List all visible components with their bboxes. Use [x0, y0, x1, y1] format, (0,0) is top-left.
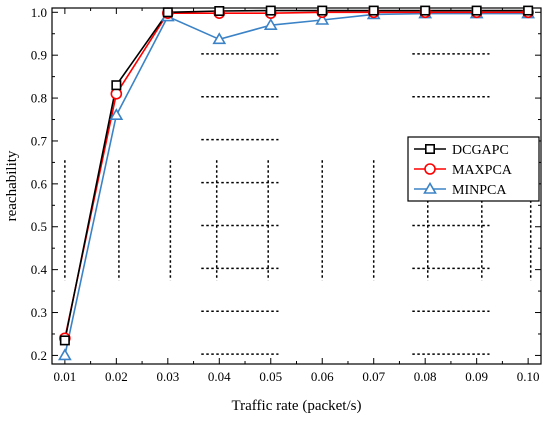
series-line-maxpca — [64, 11, 529, 339]
y-tick-label: 1.0 — [31, 5, 47, 20]
data-point-minpca — [315, 12, 330, 25]
x-tick-label: 0.09 — [465, 369, 488, 384]
x-tick-label: 0.04 — [208, 369, 231, 384]
data-point-dcgapc — [59, 335, 70, 346]
x-tick-label: 0.01 — [53, 369, 76, 384]
x-tick-label: 0.10 — [517, 369, 540, 384]
y-tick-label: 0.8 — [31, 91, 47, 106]
series-line-minpca — [64, 12, 529, 356]
legend-marker-dcgapc — [424, 144, 435, 155]
legend: DCGAPC MAXPCA MINPCA — [407, 136, 540, 202]
dotted-decoration — [64, 53, 532, 355]
data-point-dcgapc — [368, 5, 379, 16]
legend-label-dcgapc: DCGAPC — [452, 143, 509, 158]
y-tick-label: 0.6 — [31, 176, 48, 191]
y-tick-label: 0.4 — [31, 262, 48, 277]
data-point-minpca — [109, 108, 124, 121]
data-point-dcgapc — [162, 7, 173, 18]
x-tick-label: 0.07 — [362, 369, 385, 384]
data-point-dcgapc — [111, 80, 122, 91]
data-point-dcgapc — [317, 5, 328, 16]
y-tick-label: 0.5 — [31, 219, 47, 234]
data-point-minpca — [263, 18, 278, 30]
data-point-dcgapc — [471, 5, 482, 16]
y-tick-label: 0.3 — [31, 305, 47, 320]
legend-label-minpca: MINPCA — [452, 183, 507, 198]
legend-marker-maxpca — [424, 163, 436, 175]
y-tick-label: 0.9 — [31, 48, 47, 63]
legend-marker-minpca — [423, 181, 437, 194]
y-tick-label: 0.7 — [31, 133, 48, 148]
legend-label-maxpca: MAXPCA — [452, 163, 513, 178]
data-point-dcgapc — [265, 5, 276, 16]
series-line-dcgapc — [64, 9, 529, 341]
data-point-minpca — [57, 348, 72, 361]
series-group — [57, 5, 536, 361]
data-point-dcgapc — [214, 6, 225, 17]
y-tick-label: 0.2 — [31, 348, 47, 363]
x-axis-label: Traffic rate (packet/s) — [232, 398, 362, 414]
x-tick-label: 0.05 — [259, 369, 282, 384]
data-point-minpca — [212, 32, 227, 45]
x-tick-label: 0.03 — [156, 369, 179, 384]
x-tick-label: 0.02 — [105, 369, 128, 384]
y-axis-label: reachability — [4, 150, 20, 221]
x-tick-label: 0.08 — [414, 369, 437, 384]
data-point-maxpca — [110, 87, 123, 100]
x-tick-label: 0.06 — [311, 369, 334, 384]
axes: 0.2 0.3 0.4 0.5 0.6 0.7 0.8 0.9 1.0 0.01 0.02 0.03 0… — [4, 5, 542, 414]
data-point-dcgapc — [420, 5, 431, 16]
data-point-dcgapc — [523, 5, 534, 16]
